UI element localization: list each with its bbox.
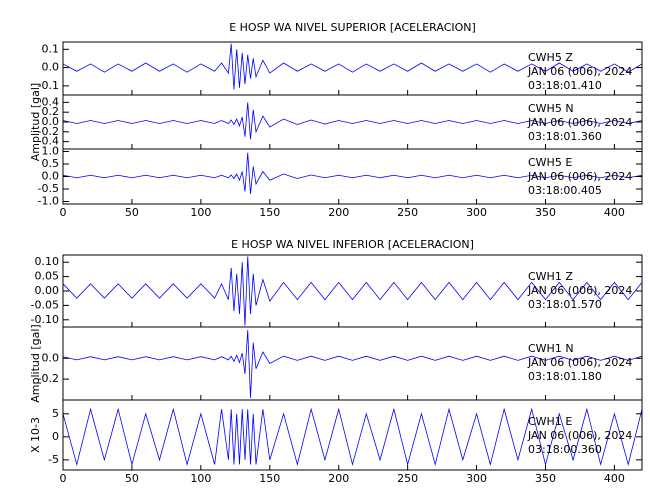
station-annotation: JAN 06 (006), 2024: [527, 170, 632, 183]
x-tick-label: 400: [604, 206, 625, 219]
y-tick-label: 0.0: [42, 115, 60, 128]
x-tick-label: 50: [125, 472, 139, 485]
panel-frame: [62, 399, 643, 471]
y-tick-label: 0: [52, 430, 59, 443]
y-tick-label: 0.0: [42, 170, 60, 183]
y-tick-label: -5: [48, 453, 59, 466]
station-annotation: JAN 06 (006), 2024: [527, 116, 632, 129]
x-tick-label: 0: [60, 472, 67, 485]
y-tick-label: -0.2: [38, 125, 59, 138]
x-tick-label: 400: [604, 472, 625, 485]
y-tick-label: -0.1: [38, 79, 59, 92]
station-annotation: 03:18:01.570: [528, 298, 602, 311]
station-annotation: 03:18:00.360: [528, 443, 602, 456]
x-tick-label: 350: [535, 206, 556, 219]
station-annotation: JAN 06 (006), 2024: [527, 284, 632, 297]
station-annotation: 03:18:00.405: [528, 184, 602, 197]
y-tick-label: 0.1: [42, 42, 60, 55]
station-annotation: CWH1 Z: [528, 270, 573, 283]
y-tick-label: -1.0: [38, 195, 59, 208]
waveform: [62, 152, 643, 195]
x-tick-label: 50: [125, 206, 139, 219]
y-tick-label: 5: [52, 407, 59, 420]
station-annotation: 03:18:01.360: [528, 130, 602, 143]
station-annotation: CWH1 N: [528, 342, 574, 355]
y-tick-label: 0.00: [35, 284, 60, 297]
y-axis-label: X 10-3: [29, 417, 42, 453]
y-tick-label: 0.0: [42, 351, 60, 364]
x-tick-label: 300: [466, 472, 487, 485]
x-tick-label: 350: [535, 472, 556, 485]
y-axis-label: Amplitud [gal]: [29, 324, 42, 402]
station-annotation: CWH5 E: [528, 156, 572, 169]
station-annotation: CWH1 E: [528, 415, 572, 428]
y-tick-label: 1.0: [42, 145, 60, 158]
station-annotation: JAN 06 (006), 2024: [527, 429, 632, 442]
y-tick-label: 0.0: [42, 61, 60, 74]
y-tick-label: 0.05: [35, 270, 60, 283]
y-axis-label: Amplitud [gal]: [29, 83, 42, 161]
x-tick-label: 100: [190, 472, 211, 485]
station-annotation: JAN 06 (006), 2024: [527, 65, 632, 78]
y-tick-label: 0.10: [35, 255, 60, 268]
y-tick-label: 0.4: [42, 95, 60, 108]
y-tick-label: 0.2: [42, 105, 60, 118]
y-tick-label: -0.05: [31, 298, 59, 311]
x-tick-label: 200: [328, 472, 349, 485]
x-tick-label: 200: [328, 206, 349, 219]
x-tick-label: 300: [466, 206, 487, 219]
station-annotation: CWH5 N: [528, 102, 574, 115]
waveform: [62, 256, 643, 326]
waveform: [62, 43, 643, 90]
x-tick-label: 100: [190, 206, 211, 219]
y-tick-label: -0.5: [38, 182, 59, 195]
panel-title: E HOSP WA NIVEL SUPERIOR [ACELERACION]: [229, 21, 476, 34]
station-annotation: JAN 06 (006), 2024: [527, 356, 632, 369]
waveform: [62, 102, 643, 140]
x-tick-label: 150: [259, 472, 280, 485]
x-tick-label: 0: [60, 206, 67, 219]
station-annotation: 03:18:01.410: [528, 79, 602, 92]
station-annotation: 03:18:01.180: [528, 370, 602, 383]
station-annotation: CWH5 Z: [528, 51, 573, 64]
x-tick-label: 250: [397, 206, 418, 219]
y-tick-label: -0.4: [38, 135, 59, 148]
waveform: [62, 407, 643, 467]
x-tick-label: 250: [397, 472, 418, 485]
y-tick-label: -0.2: [38, 372, 59, 385]
waveform: [62, 330, 643, 398]
y-tick-label: -0.10: [31, 313, 59, 326]
y-tick-label: 0.5: [42, 157, 60, 170]
x-tick-label: 150: [259, 206, 280, 219]
panel-title: E HOSP WA NIVEL INFERIOR [ACELERACION]: [231, 238, 474, 251]
